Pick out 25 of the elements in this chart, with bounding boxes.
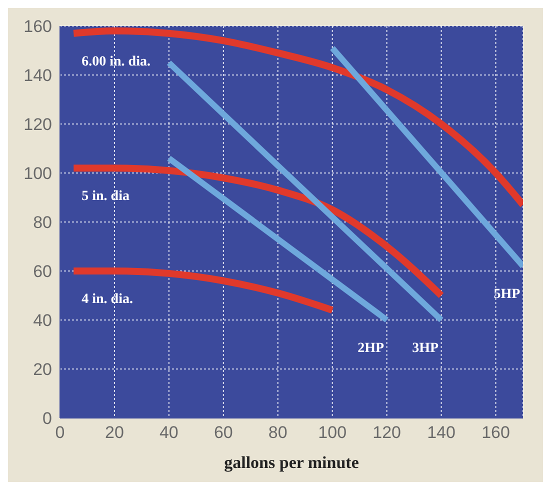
series-label: 5HP — [494, 287, 521, 302]
series-label: 3HP — [412, 341, 439, 356]
y-tick-label: 20 — [33, 360, 52, 380]
x-tick-label: 40 — [159, 423, 178, 442]
y-tick-label: 60 — [33, 262, 52, 282]
y-tick-label: 80 — [33, 213, 52, 232]
y-tick-label: 160 — [24, 17, 52, 36]
series-label: 2HP — [358, 341, 384, 356]
x-tick-label: 20 — [105, 423, 124, 442]
series-label: 5 in. dia — [82, 189, 130, 204]
x-tick-label: 100 — [318, 423, 347, 442]
x-tick-label: 120 — [372, 423, 402, 442]
x-tick-label: 80 — [268, 423, 288, 442]
x-tick-label: 140 — [427, 423, 456, 442]
y-tick-label: 120 — [24, 115, 52, 134]
x-tick-label: 160 — [482, 423, 510, 442]
y-tick-label: 0 — [42, 409, 52, 428]
x-axis-title: gallons per minute — [224, 453, 360, 472]
x-tick-label: 60 — [214, 423, 233, 442]
y-tick-label: 40 — [33, 311, 52, 330]
series-label: 6.00 in. dia. — [82, 54, 150, 70]
y-tick-label: 140 — [24, 66, 52, 86]
y-tick-label: 100 — [24, 164, 52, 184]
x-tick-label: 0 — [55, 423, 65, 442]
series-label: 4 in. dia. — [82, 292, 133, 307]
